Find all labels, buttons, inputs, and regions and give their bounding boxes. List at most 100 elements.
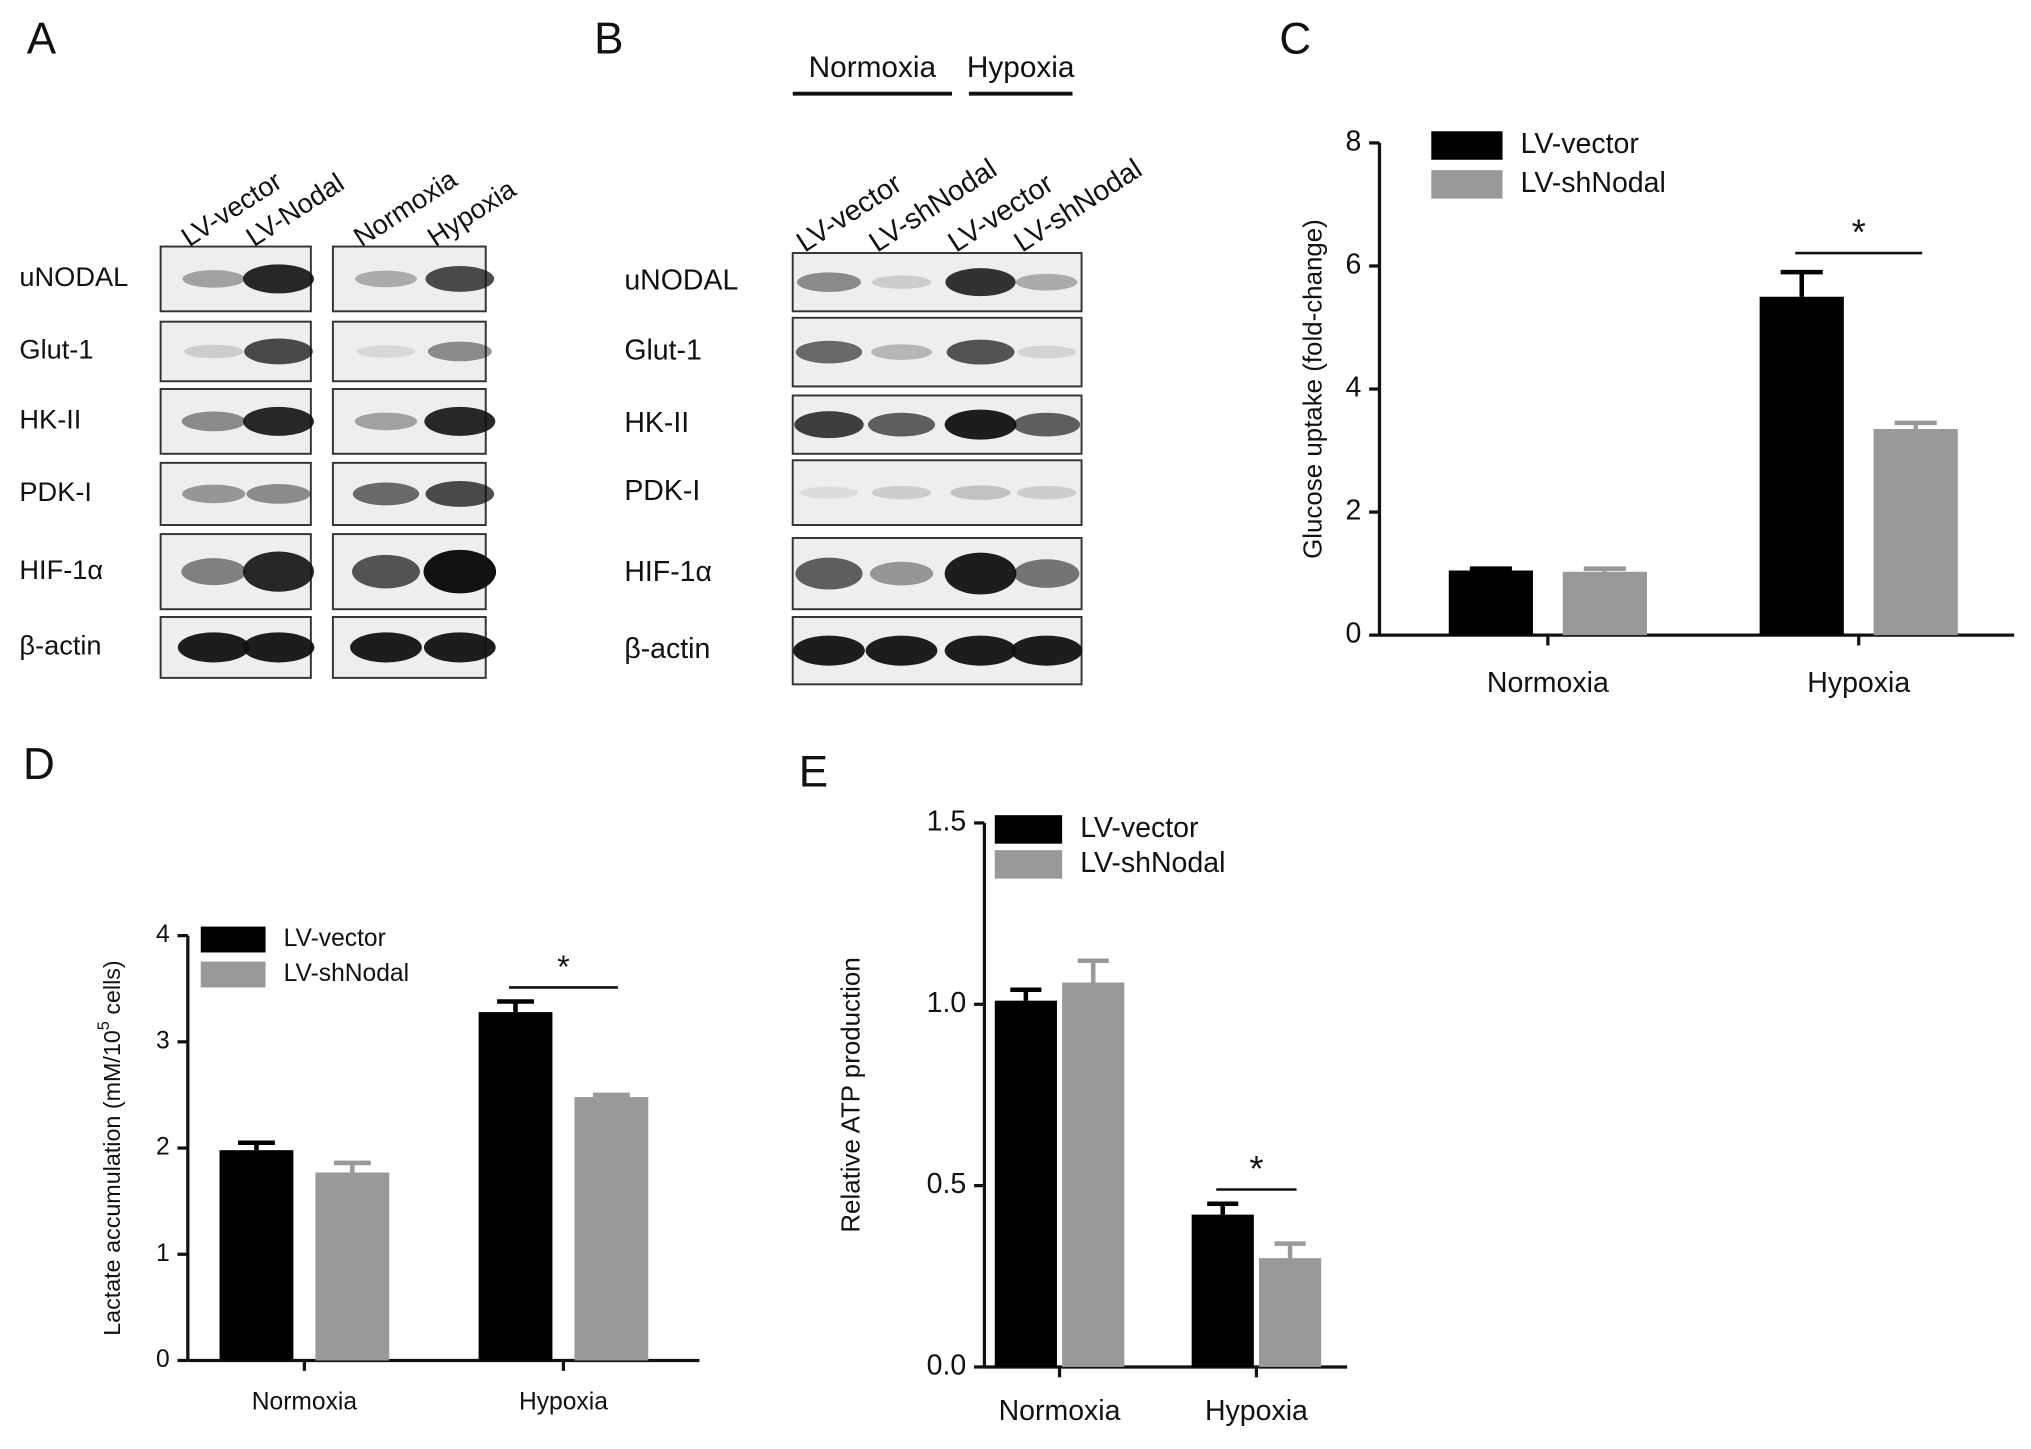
blot-band xyxy=(242,406,314,436)
blot-band xyxy=(796,272,861,293)
legend-swatch xyxy=(994,850,1063,879)
y-axis-label-part: cells) xyxy=(99,960,125,1021)
y-axis-label-part: Lactate accumulation (mM/10 xyxy=(99,1030,125,1336)
blot-band xyxy=(425,480,495,507)
bar xyxy=(1191,1214,1254,1367)
blot-band xyxy=(242,632,315,663)
blot-band xyxy=(1010,635,1083,666)
panel-letter: B xyxy=(594,15,623,64)
x-tick-label: Hypoxia xyxy=(1205,1395,1308,1427)
significance-label: * xyxy=(1852,211,1866,252)
error-bar xyxy=(1469,566,1512,571)
blot-band xyxy=(424,406,496,436)
panel-letter: A xyxy=(27,15,57,64)
y-axis-label-part: 5 xyxy=(95,1021,113,1030)
blot-band xyxy=(242,551,314,592)
blot-band xyxy=(1016,485,1077,500)
legend-label: LV-vector xyxy=(284,925,386,952)
y-tick-label: 4 xyxy=(1345,372,1361,404)
legend-swatch xyxy=(1431,131,1503,160)
bar xyxy=(1448,570,1533,636)
blot-band xyxy=(1015,273,1078,291)
bar xyxy=(1259,1258,1322,1367)
blot-band xyxy=(944,552,1017,595)
y-axis-label: Lactate accumulation (mM/105 cells) xyxy=(95,960,125,1336)
legend-label: LV-vector xyxy=(1080,812,1199,844)
y-tick-label: 6 xyxy=(1345,249,1361,281)
group-label: Normoxia xyxy=(809,51,937,84)
blot-band xyxy=(795,557,863,590)
significance-label: * xyxy=(1249,1148,1263,1189)
x-tick-label: Hypoxia xyxy=(1807,667,1910,699)
x-tick-label: Normoxia xyxy=(1487,667,1609,699)
blot-band xyxy=(945,268,1016,297)
bar xyxy=(1562,571,1647,636)
legend-label: LV-shNodal xyxy=(284,960,409,987)
y-axis-label: Glucose uptake (fold-change) xyxy=(1300,219,1328,559)
y-axis-label-part: Glucose uptake (fold-change) xyxy=(1300,219,1328,559)
blot-band xyxy=(244,338,313,365)
legend-label: LV-vector xyxy=(1521,128,1640,160)
blot-band xyxy=(1017,345,1077,359)
protein-label: PDK-I xyxy=(19,476,92,507)
blot-band xyxy=(871,485,932,500)
bar xyxy=(574,1097,649,1361)
error-bar xyxy=(1274,1241,1306,1259)
bar xyxy=(219,1150,294,1361)
panel-letter: C xyxy=(1279,15,1311,64)
bar xyxy=(1062,982,1125,1367)
y-tick-label: 1.5 xyxy=(927,805,967,837)
y-tick-label: 4 xyxy=(156,921,170,948)
blot-band xyxy=(795,340,863,364)
blot-band xyxy=(871,344,932,360)
error-bar xyxy=(1207,1201,1239,1215)
y-tick-label: 2 xyxy=(1345,495,1361,527)
panel-letter: E xyxy=(799,748,828,797)
panel-letter: D xyxy=(23,740,55,789)
blot-band xyxy=(1013,559,1080,588)
blot-band xyxy=(793,635,865,666)
protein-label: HK-II xyxy=(19,404,81,435)
legend-swatch xyxy=(200,961,266,988)
blot-band xyxy=(944,409,1017,440)
error-bar xyxy=(238,1140,275,1151)
y-tick-label: 8 xyxy=(1345,125,1361,157)
error-bar xyxy=(1583,566,1626,572)
blot-box xyxy=(791,252,1083,313)
blot-band xyxy=(352,482,420,506)
y-tick-label: 0.0 xyxy=(927,1349,967,1381)
y-tick-label: 1.0 xyxy=(927,987,967,1019)
y-tick-label: 2 xyxy=(156,1134,170,1161)
protein-label: β-actin xyxy=(624,633,710,665)
blot-band xyxy=(177,632,250,663)
legend-swatch xyxy=(1431,170,1503,199)
error-bar xyxy=(1010,987,1042,1001)
error-bar xyxy=(497,999,534,1013)
bar xyxy=(1873,429,1958,636)
bar xyxy=(478,1012,553,1361)
protein-label: uNODAL xyxy=(19,261,128,292)
blot-band xyxy=(946,339,1015,365)
blot-band xyxy=(799,486,859,499)
legend-label: LV-shNodal xyxy=(1521,167,1666,199)
protein-label: Glut-1 xyxy=(624,335,702,367)
error-bar xyxy=(592,1092,630,1098)
bar xyxy=(315,1172,390,1361)
blot-band xyxy=(1013,412,1081,437)
blot-band xyxy=(425,265,495,292)
blot-band xyxy=(871,275,932,289)
error-bar xyxy=(1077,958,1109,983)
blot-band xyxy=(869,561,934,586)
legend-label: LV-shNodal xyxy=(1080,847,1225,879)
x-tick-label: Normoxia xyxy=(999,1395,1121,1427)
protein-label: β-actin xyxy=(19,630,101,661)
blot-band xyxy=(350,632,422,663)
blot-band xyxy=(246,484,311,504)
protein-label: Glut-1 xyxy=(19,334,93,365)
error-bar xyxy=(333,1160,371,1173)
blot-band xyxy=(184,344,244,359)
protein-label: PDK-I xyxy=(624,475,700,507)
blot-band xyxy=(181,558,247,586)
blot-band xyxy=(944,635,1017,666)
